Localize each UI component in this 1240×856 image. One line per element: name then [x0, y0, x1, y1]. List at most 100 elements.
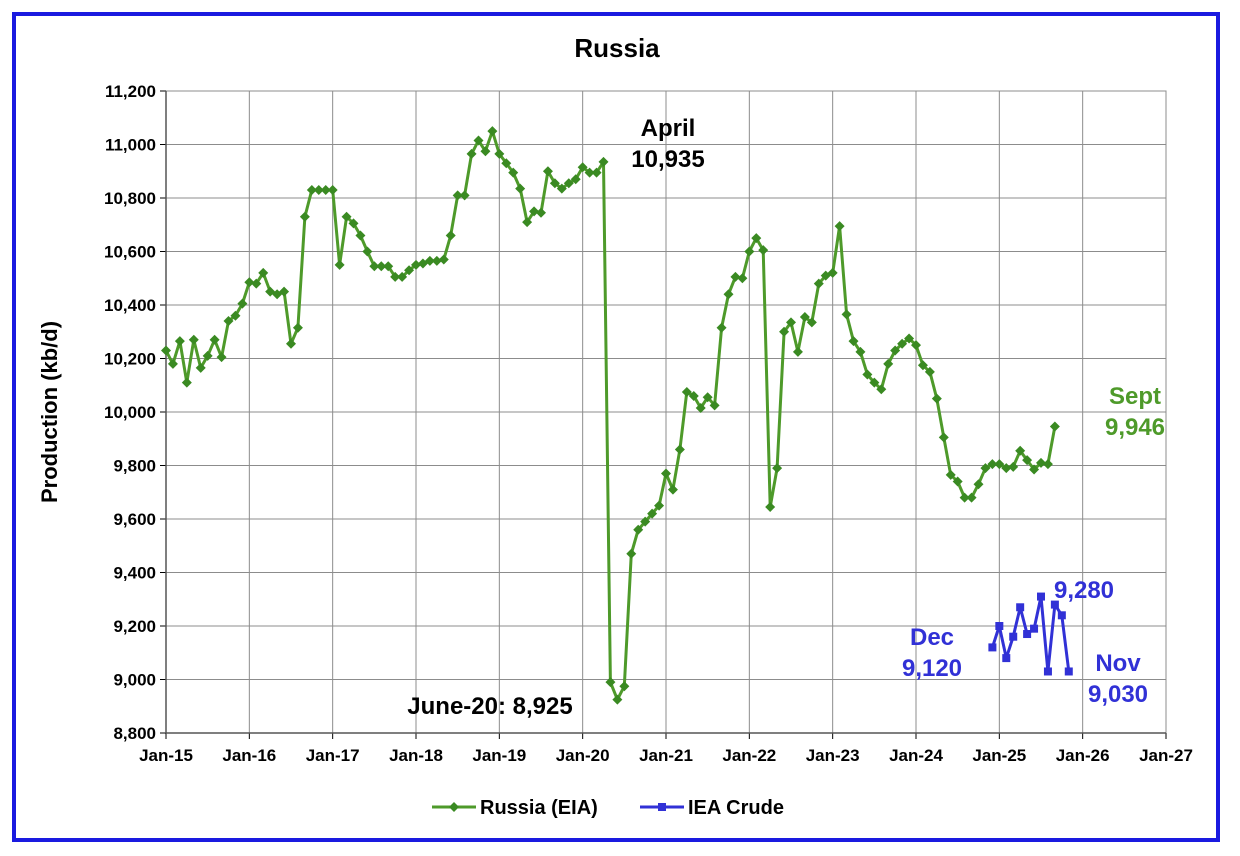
- russia-eia-point: [1042, 459, 1053, 470]
- x-tick-label: Jan-23: [806, 746, 860, 765]
- russia-eia-point: [966, 492, 977, 503]
- russia-eia-point: [945, 469, 956, 480]
- iea-crude-point: [1030, 624, 1039, 633]
- iea-crude-point: [1016, 603, 1025, 612]
- russia-eia-point: [862, 369, 873, 380]
- russia-eia-point: [563, 178, 574, 189]
- russia-eia-point: [1029, 464, 1040, 475]
- iea-crude-point: [1057, 611, 1066, 620]
- russia-eia-point: [980, 463, 991, 474]
- x-tick-label: Jan-25: [972, 746, 1026, 765]
- russia-eia-point: [216, 352, 227, 363]
- russia-eia-point: [799, 312, 810, 323]
- russia-eia-point: [1036, 457, 1046, 468]
- x-tick-label: Jan-24: [889, 746, 943, 765]
- russia-eia-point: [737, 273, 748, 284]
- russia-eia-point: [487, 126, 498, 137]
- annotation-april: 10,935: [631, 146, 704, 173]
- russia-eia-point: [869, 377, 880, 388]
- iea-crude-point: [1050, 600, 1059, 609]
- y-tick-label: 11,000: [105, 136, 156, 155]
- legend-russia-marker: [449, 802, 459, 812]
- y-axis-label: Production (kb/d): [37, 321, 62, 503]
- russia-eia-point: [522, 217, 533, 228]
- russia-eia-point: [633, 524, 644, 535]
- russia-eia-point: [876, 384, 887, 395]
- russia-eia-point: [431, 255, 442, 266]
- iea-crude-point: [995, 622, 1004, 630]
- russia-eia-point: [917, 360, 928, 371]
- russia-eia-point: [973, 479, 984, 490]
- y-tick-label: 9,200: [113, 617, 156, 636]
- russia-eia-point: [987, 459, 998, 470]
- russia-eia-point: [640, 516, 651, 527]
- iea-crude-point: [988, 643, 997, 652]
- y-tick-label: 9,600: [113, 510, 156, 529]
- russia-eia-point: [855, 346, 866, 357]
- y-tick-label: 10,000: [104, 403, 156, 422]
- russia-eia-point: [174, 336, 185, 347]
- russia-eia-point: [542, 166, 553, 177]
- annotation-iea_peak: 9,280: [1054, 577, 1114, 604]
- annotation-nov: 9,030: [1088, 681, 1148, 708]
- y-tick-label: 9,400: [113, 564, 156, 583]
- iea-crude-point: [1002, 654, 1011, 663]
- russia-eia-point: [202, 350, 213, 361]
- russia-eia-point: [772, 463, 783, 474]
- russia-eia-point: [952, 476, 963, 487]
- russia-eia-point: [911, 340, 921, 351]
- legend-iea-label: IEA Crude: [688, 797, 784, 819]
- russia-eia-point: [383, 261, 394, 272]
- russia-eia-point: [348, 218, 359, 229]
- russia-eia-point: [744, 246, 755, 257]
- russia-eia-point: [806, 317, 817, 328]
- russia-eia-point: [230, 310, 241, 321]
- russia-eia-point: [188, 334, 199, 345]
- russia-eia-point: [883, 358, 894, 369]
- russia-eia-point: [931, 393, 942, 404]
- russia-eia-point: [779, 326, 790, 337]
- russia-eia-point: [723, 289, 734, 300]
- russia-eia-point: [730, 271, 741, 282]
- russia-eia-point: [605, 677, 616, 688]
- russia-eia-point: [404, 265, 415, 276]
- russia-eia-point: [619, 681, 630, 692]
- russia-eia-point: [841, 309, 852, 320]
- russia-eia-point: [751, 233, 762, 244]
- russia-eia-point: [994, 459, 1005, 470]
- russia-eia-point: [661, 468, 671, 479]
- russia-eia-point: [792, 346, 803, 357]
- y-tick-label: 9,000: [113, 671, 156, 690]
- russia-eia-point: [612, 694, 623, 705]
- russia-eia-point: [438, 254, 449, 265]
- russia-eia-point: [702, 392, 713, 403]
- russia-eia-point: [459, 190, 470, 201]
- russia-eia-point: [515, 183, 526, 194]
- russia-eia-point: [424, 255, 435, 266]
- russia-eia-point: [716, 322, 727, 333]
- russia-eia-point: [376, 261, 387, 272]
- russia-eia-point: [237, 298, 248, 309]
- x-tick-label: Jan-17: [306, 746, 360, 765]
- russia-eia-point: [251, 278, 262, 289]
- russia-eia-point: [591, 167, 602, 178]
- x-tick-label: Jan-19: [472, 746, 526, 765]
- russia-eia-point: [834, 221, 845, 232]
- annotation-sept: Sept: [1109, 383, 1161, 410]
- x-tick-label: Jan-26: [1056, 746, 1110, 765]
- russia-eia-point: [299, 211, 310, 222]
- chart-frame: [12, 12, 1220, 842]
- russia-eia-point: [890, 345, 901, 356]
- russia-eia-point: [765, 501, 776, 512]
- russia-eia-point: [452, 190, 463, 201]
- y-tick-label: 10,800: [104, 189, 156, 208]
- russia-eia-point: [473, 135, 484, 146]
- russia-eia-point: [647, 508, 658, 519]
- russia-eia-point: [570, 174, 581, 185]
- russia-eia-point: [1001, 463, 1012, 474]
- iea-crude-point: [1009, 632, 1018, 641]
- russia-eia-point: [501, 158, 512, 169]
- russia-eia-point: [667, 484, 678, 495]
- russia-eia-point: [654, 500, 665, 511]
